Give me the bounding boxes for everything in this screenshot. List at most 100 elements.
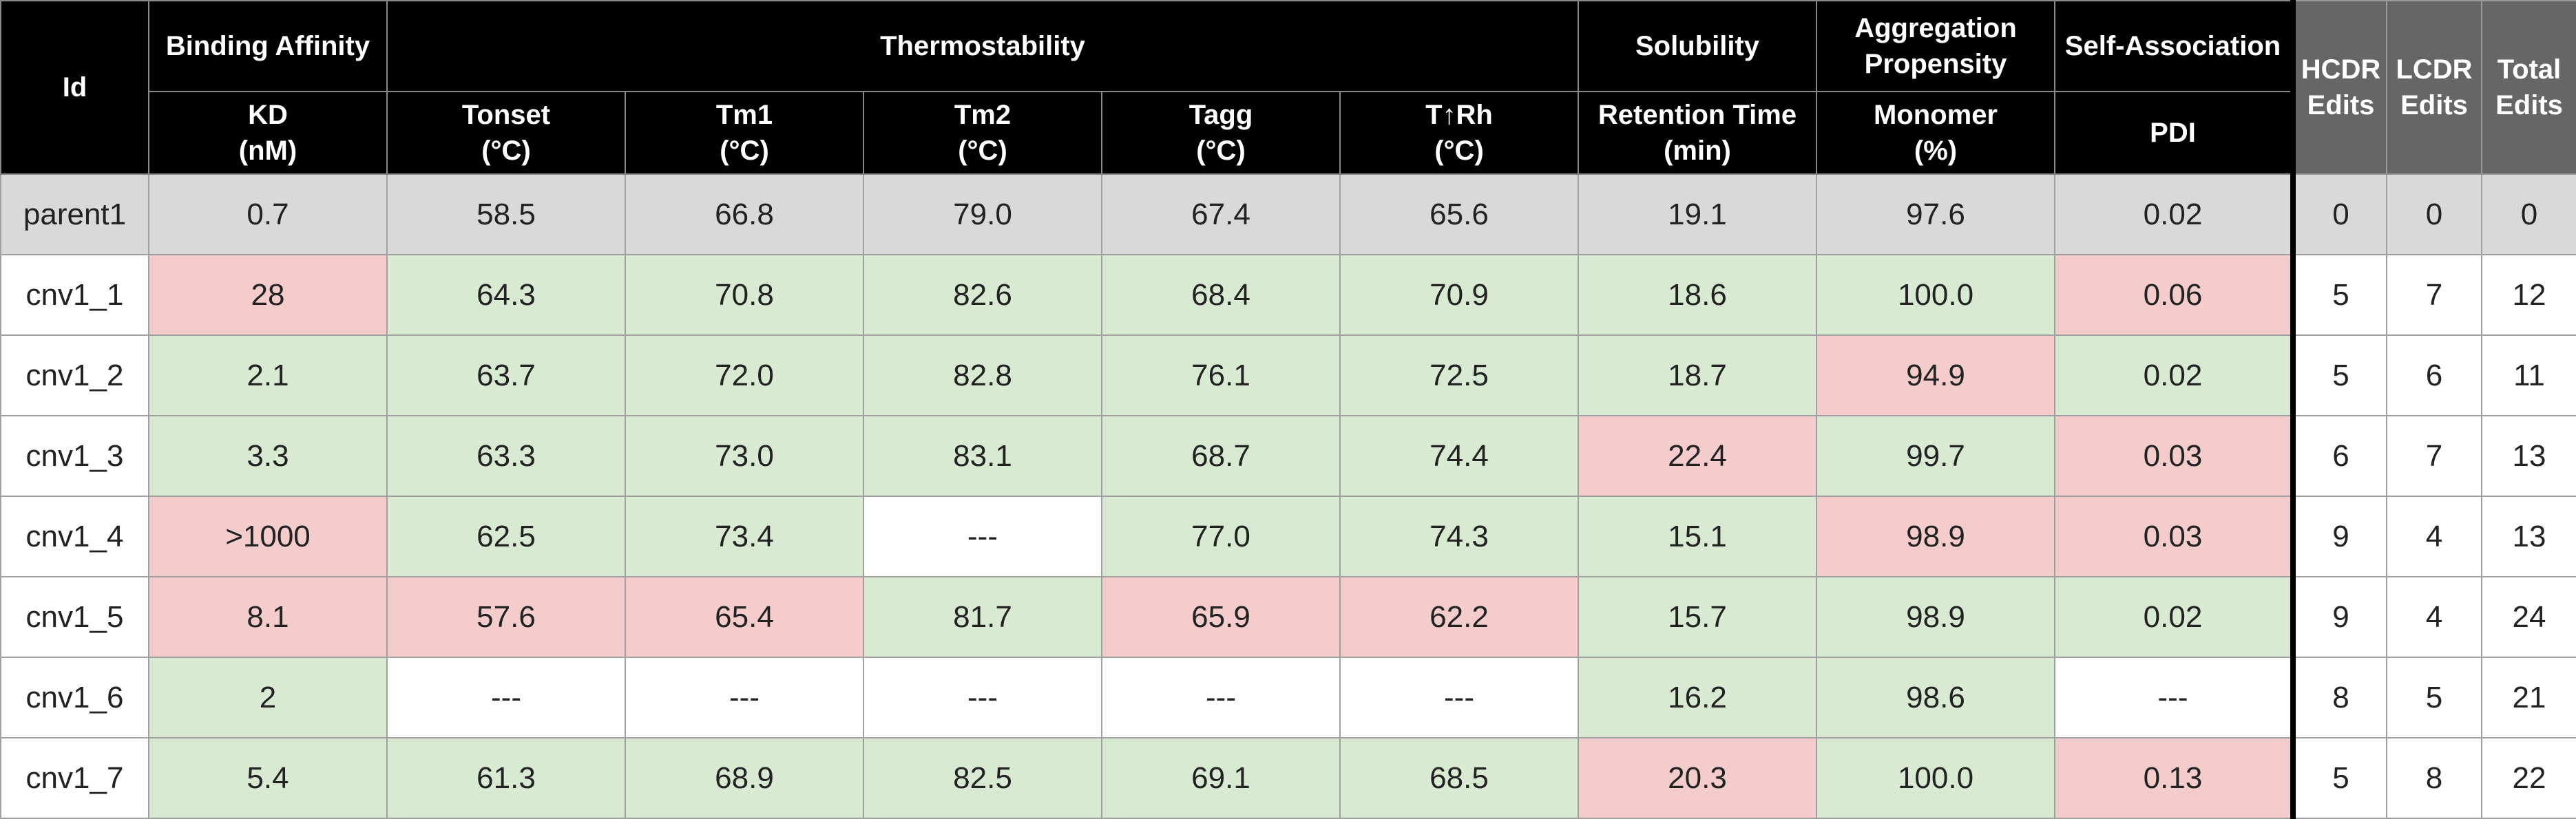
cell: 19.1 bbox=[1578, 173, 1817, 255]
cell: 76.1 bbox=[1101, 334, 1341, 416]
column-header: PDI bbox=[2054, 91, 2296, 175]
row-id: cnv1_1 bbox=[0, 254, 149, 336]
cell: --- bbox=[386, 657, 626, 738]
cell: 6 bbox=[2386, 334, 2482, 416]
group-header: Thermostability bbox=[386, 0, 1579, 92]
cell: 64.3 bbox=[386, 254, 626, 336]
cell: 79.0 bbox=[863, 173, 1102, 255]
cell: 20.3 bbox=[1578, 737, 1817, 819]
cell: --- bbox=[1101, 657, 1341, 738]
cell: 100.0 bbox=[1816, 254, 2055, 336]
cell: 82.8 bbox=[863, 334, 1102, 416]
data-row: cnv1_4 >1000 62.5 73.4 --- 77.0 74.3 15.1 98.9 0.… bbox=[0, 496, 2576, 577]
cell: 83.1 bbox=[863, 415, 1102, 497]
cell: 82.5 bbox=[863, 737, 1102, 819]
column-header: Retention Time (min) bbox=[1578, 91, 1817, 175]
cell: 2.1 bbox=[148, 334, 388, 416]
group-header: Binding Affinity bbox=[148, 0, 388, 92]
cell: 16.2 bbox=[1578, 657, 1817, 738]
group-header: Solubility bbox=[1578, 0, 1817, 92]
cell: 7 bbox=[2386, 254, 2482, 336]
cell: 72.0 bbox=[625, 334, 864, 416]
cell: 9 bbox=[2292, 576, 2387, 658]
header-row: KD (nM) Tonset (°C) Tm1 (°C) Tm2 (°C) Tagg (… bbox=[1, 91, 2576, 175]
cell: 21 bbox=[2481, 657, 2576, 738]
row-id: cnv1_4 bbox=[0, 496, 149, 577]
cell: 13 bbox=[2481, 496, 2576, 577]
cell: 68.9 bbox=[625, 737, 864, 819]
column-header: Monomer (%) bbox=[1816, 91, 2055, 175]
row-id: cnv1_5 bbox=[0, 576, 149, 658]
cell: 73.0 bbox=[625, 415, 864, 497]
cell: 58.5 bbox=[386, 173, 626, 255]
cell: 68.7 bbox=[1101, 415, 1341, 497]
cell: 67.4 bbox=[1101, 173, 1341, 255]
cell: 65.4 bbox=[625, 576, 864, 658]
cell: 28 bbox=[148, 254, 388, 336]
row-id: cnv1_3 bbox=[0, 415, 149, 497]
cell: 97.6 bbox=[1816, 173, 2055, 255]
column-header: Tagg (°C) bbox=[1101, 91, 1341, 175]
cell: >1000 bbox=[148, 496, 388, 577]
cell: 5 bbox=[2292, 737, 2387, 819]
row-id: cnv1_6 bbox=[0, 657, 149, 738]
cell: 4 bbox=[2386, 576, 2482, 658]
cell: 24 bbox=[2481, 576, 2576, 658]
cell: 8 bbox=[2386, 737, 2482, 819]
column-header: T↑Rh (°C) bbox=[1339, 91, 1579, 175]
column-header: KD (nM) bbox=[148, 91, 388, 175]
cell: 15.1 bbox=[1578, 496, 1817, 577]
cell: 65.6 bbox=[1339, 173, 1579, 255]
cell: 94.9 bbox=[1816, 334, 2055, 416]
cell: 69.1 bbox=[1101, 737, 1341, 819]
cell: 98.9 bbox=[1816, 496, 2055, 577]
header-cell: Id bbox=[0, 0, 149, 175]
cell: 8.1 bbox=[148, 576, 388, 658]
column-header: Tonset (°C) bbox=[386, 91, 626, 175]
cell: 63.3 bbox=[386, 415, 626, 497]
column-header: Tm1 (°C) bbox=[625, 91, 864, 175]
data-row: cnv1_3 3.3 63.3 73.0 83.1 68.7 74.4 22.4 99.7 0.0… bbox=[0, 415, 2576, 497]
header-row: Id Binding Affinity Thermostability Solubil… bbox=[0, 0, 2576, 175]
group-header: Self-Association bbox=[2054, 0, 2296, 92]
edits-header: LCDR Edits bbox=[2386, 0, 2482, 175]
cell: 62.5 bbox=[386, 496, 626, 577]
cell: 98.9 bbox=[1816, 576, 2055, 658]
row-id: parent1 bbox=[0, 173, 149, 255]
cell: 0.02 bbox=[2054, 334, 2296, 416]
cell: 22.4 bbox=[1578, 415, 1817, 497]
cell: 5.4 bbox=[148, 737, 388, 819]
cell: --- bbox=[2054, 657, 2296, 738]
data-row: cnv1_6 2 --- --- --- --- --- 16.2 98.6 --- 8 5 21 bbox=[0, 657, 2576, 738]
data-row: parent1 0.7 58.5 66.8 79.0 67.4 65.6 19.1 97.6 0.… bbox=[0, 173, 2576, 255]
cell: 57.6 bbox=[386, 576, 626, 658]
data-row: cnv1_7 5.4 61.3 68.9 82.5 69.1 68.5 20.3 100.0 0.… bbox=[0, 737, 2576, 819]
cell: 73.4 bbox=[625, 496, 864, 577]
cell: 0.7 bbox=[148, 173, 388, 255]
cell: 5 bbox=[2292, 254, 2387, 336]
cell: --- bbox=[863, 496, 1102, 577]
cell: 5 bbox=[2386, 657, 2482, 738]
cell: 13 bbox=[2481, 415, 2576, 497]
cell: 68.4 bbox=[1101, 254, 1341, 336]
row-id: cnv1_7 bbox=[0, 737, 149, 819]
cell: 82.6 bbox=[863, 254, 1102, 336]
cell: 0.03 bbox=[2054, 496, 2296, 577]
cell: 18.6 bbox=[1578, 254, 1817, 336]
cell: 70.9 bbox=[1339, 254, 1579, 336]
cell: 0.02 bbox=[2054, 576, 2296, 658]
cell: 11 bbox=[2481, 334, 2576, 416]
cell: 74.4 bbox=[1339, 415, 1579, 497]
cell: 0 bbox=[2481, 173, 2576, 255]
cell: 99.7 bbox=[1816, 415, 2055, 497]
cell: 7 bbox=[2386, 415, 2482, 497]
cell: 0.06 bbox=[2054, 254, 2296, 336]
cell: 12 bbox=[2481, 254, 2576, 336]
group-header: Aggregation Propensity bbox=[1816, 0, 2055, 92]
cell: 8 bbox=[2292, 657, 2387, 738]
data-row: cnv1_2 2.1 63.7 72.0 82.8 76.1 72.5 18.7 94.9 0.0… bbox=[0, 334, 2576, 416]
cell: 9 bbox=[2292, 496, 2387, 577]
cell: 68.5 bbox=[1339, 737, 1579, 819]
row-id: cnv1_2 bbox=[0, 334, 149, 416]
cell: 4 bbox=[2386, 496, 2482, 577]
